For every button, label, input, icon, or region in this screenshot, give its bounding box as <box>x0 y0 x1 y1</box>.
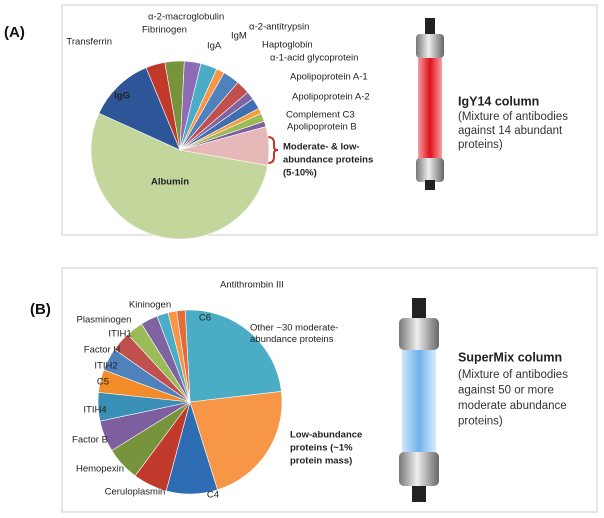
slice-label: IgA <box>207 41 222 52</box>
slice-label: abundance proteins <box>250 334 334 345</box>
column-description: moderate abundance <box>458 400 567 412</box>
slice-label: Albumin <box>151 177 189 188</box>
slice-label: Other ~30 moderate- <box>250 323 338 334</box>
column-title: SuperMix column <box>458 350 562 364</box>
slice-label: (5-10%) <box>283 168 317 179</box>
slice-label: IgG <box>114 91 130 102</box>
pie-slice <box>176 309 191 403</box>
slice-label: Factor H <box>84 345 121 356</box>
pie-slice <box>90 112 268 240</box>
slice-label: Apolipoprotein A-2 <box>292 92 370 103</box>
slice-label: Antithrombin III <box>220 280 284 291</box>
slice-label: Transferrin <box>66 37 112 48</box>
panel-label: (B) <box>30 301 51 318</box>
slice-label: α-1-acid glycoprotein <box>270 53 358 64</box>
column-description: against 14 abundant <box>458 125 563 137</box>
pie-slice <box>189 391 283 491</box>
slice-label: IgM <box>231 31 247 42</box>
slice-label: C6 <box>199 313 211 324</box>
column-illustration <box>416 18 444 190</box>
slice-label: Apolipoprotein B <box>287 122 357 133</box>
pie-slice <box>179 126 270 166</box>
slice-label: α-2-antitrypsin <box>249 22 309 33</box>
slice-label: α-2-macroglobulin <box>148 12 224 23</box>
slice-label: C5 <box>97 377 109 388</box>
slice-label: Factor B <box>72 435 108 446</box>
slice-label: Moderate- & low- <box>283 142 360 153</box>
slice-label: Low-abundance <box>290 430 362 441</box>
slice-label: Plasminogen <box>77 315 132 326</box>
slice-label: Kininogen <box>129 300 171 311</box>
slice-label: ITIH4 <box>83 405 106 416</box>
bracket <box>267 136 279 164</box>
slice-label: proteins (~1% <box>290 443 353 454</box>
slice-label: Fibrinogen <box>142 25 187 36</box>
column-title: IgY14 column <box>458 94 539 108</box>
column-description: proteins) <box>458 416 503 428</box>
slice-label: ITIH1 <box>108 329 131 340</box>
column-description: (Mixture of antibodies <box>458 111 568 123</box>
panel-label: (A) <box>4 24 25 41</box>
column-description: (Mixture of antibodies <box>458 369 568 381</box>
slice-label: abundance proteins <box>283 155 373 166</box>
slice-label: Ceruloplasmin <box>105 487 166 498</box>
slice-label: Haptoglobin <box>262 40 313 51</box>
column-illustration <box>399 298 439 502</box>
slice-label: ITIH2 <box>94 361 117 372</box>
column-description: against 50 or more <box>458 385 554 397</box>
pie-slice <box>98 67 181 151</box>
column-description: proteins) <box>458 139 503 151</box>
slice-label: Apolipoprotein A-1 <box>290 72 368 83</box>
slice-label: Hemopexin <box>76 464 124 475</box>
pie-slice <box>184 309 282 403</box>
slice-label: Complement C3 <box>286 110 355 121</box>
slice-label: protein mass) <box>290 456 352 467</box>
slice-label: C4 <box>207 490 219 501</box>
